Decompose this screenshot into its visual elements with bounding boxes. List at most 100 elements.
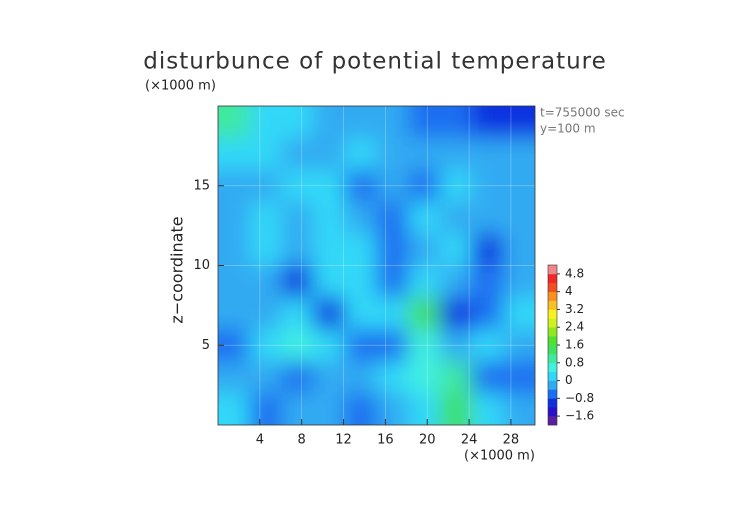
colorbar-swatch [548,309,557,319]
field-cell [281,361,314,394]
field-cell [471,361,504,394]
field-cell [313,393,346,425]
field-cell [503,169,535,203]
field-cell [439,361,473,394]
x-tick-label: 28 [503,433,520,448]
field-cell [376,393,409,425]
field-cell [503,201,535,235]
field-cell [344,393,377,425]
field-cell [218,361,251,394]
field-cell [408,233,441,266]
field-cell [313,265,346,298]
field-cell [313,233,346,266]
colorbar: −1.6 −0.8 0 0.8 1.6 2.4 3.2 4 4.8 [547,264,594,426]
colorbar-swatch [548,273,557,284]
field-cell [218,201,251,235]
colorbar-swatch [548,282,557,292]
field-cell [503,137,535,171]
field-cell [313,329,346,362]
field-cell [313,201,346,235]
field-cell [503,233,535,266]
field-cell [218,137,251,171]
field-cell [471,297,504,330]
field-cell [408,106,441,139]
colorbar-tick-label: 4 [565,284,573,298]
grid [218,106,535,425]
field-cell [281,169,314,203]
field-cell [376,329,409,362]
x-tick-label: 16 [377,433,394,448]
field-cell [249,169,282,203]
field-cell [471,233,504,266]
field-cell [344,265,377,298]
colorbar-swatch [548,389,557,399]
field-cell [313,106,346,139]
colorbar-swatch [548,265,557,275]
x-tick-label: 8 [298,433,306,448]
field-cell [439,233,473,266]
x-unit: (×1000 m) [464,449,535,464]
field-cell [249,361,282,394]
field-cell [439,169,473,203]
field-cell [408,137,441,171]
field-cell [503,265,535,298]
field-cell [471,169,504,203]
field-cell [249,137,282,171]
colorbar-swatch [548,300,557,310]
colorbar-swatch [548,380,557,390]
field-cell [344,106,377,139]
field-cell [439,201,473,235]
field-cell [344,169,377,203]
field-cell [281,393,314,425]
field-cell [313,297,346,330]
field-cell [439,106,473,139]
field-cell [408,393,441,425]
field-cell [471,265,504,298]
field-cell [249,106,282,139]
field-cell [471,137,504,171]
colorbar-swatch [548,327,557,337]
colorbar-tick-label: 0.8 [565,355,584,369]
field-cell [344,137,377,171]
colorbar-tick-label: 1.6 [565,338,584,352]
field-cell [344,297,377,330]
annotation: t=755000 sec [540,106,625,120]
field-cell [376,265,409,298]
field-cell [471,329,504,362]
field-cell [313,169,346,203]
field-cell [503,297,535,330]
colorbar-swatch [548,353,557,364]
colorbar-tick-label: 3.2 [565,302,584,316]
field-cell [281,137,314,171]
field-cell [218,233,251,266]
colorbar-swatch [548,345,557,355]
field-cell [471,201,504,235]
field-cell [281,233,314,266]
field-cell [408,297,441,330]
field-cell [471,106,504,139]
field-cell [408,329,441,362]
field-cell [281,106,314,139]
x-tick-label: 12 [335,433,352,448]
field-cell [376,233,409,266]
field-cell [249,329,282,362]
y-tick-label: 10 [193,258,210,273]
field-cell [376,201,409,235]
x-tick-label: 4 [256,433,264,448]
y-tick-label: 5 [202,338,210,353]
annotation: y=100 m [540,122,596,136]
field-cell [313,137,346,171]
plot-area [218,106,535,425]
colorbar-tick-label: −1.6 [565,409,594,423]
field-cell [218,297,251,330]
field-cell [249,233,282,266]
colorbar-swatch [548,336,557,346]
field-cell [281,201,314,235]
field-cell [344,361,377,394]
field-cell [408,265,441,298]
field-cell [281,265,314,298]
field-cell [344,201,377,235]
y-unit: (×1000 m) [145,79,216,94]
